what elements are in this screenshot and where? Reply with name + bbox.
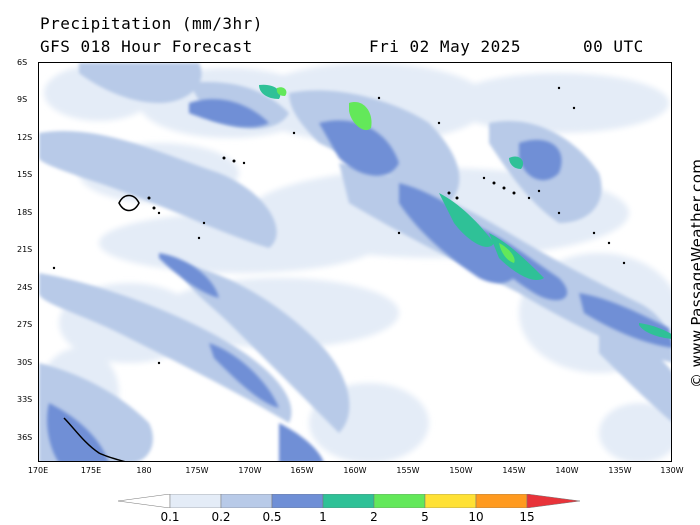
lat-label-18s: 18S xyxy=(17,208,33,217)
forecast-time: 00 UTC xyxy=(583,37,644,56)
lon-label-130w: 130W xyxy=(660,466,684,475)
lon-label-155w: 155W xyxy=(396,466,420,475)
lat-label-15s: 15S xyxy=(17,170,33,179)
lon-label-160w: 160W xyxy=(343,466,367,475)
island-outlines xyxy=(52,86,626,461)
precipitation-map xyxy=(38,62,672,462)
lat-label-24s: 24S xyxy=(17,283,33,292)
forecast-date: Fri 02 May 2025 xyxy=(369,37,521,56)
lon-label-175w: 175W xyxy=(185,466,209,475)
lon-label-170w: 170W xyxy=(238,466,262,475)
lon-label-175e: 175E xyxy=(80,466,102,475)
precip-green-areas xyxy=(276,87,515,263)
lon-label-150w: 150W xyxy=(449,466,473,475)
lat-label-33s: 33S xyxy=(17,395,33,404)
legend-label-3: 1 xyxy=(319,510,327,524)
legend-label-1: 0.2 xyxy=(211,510,231,524)
legend-swatch-5 xyxy=(373,494,426,508)
precip-teal-areas xyxy=(259,84,671,339)
forecast-subtitle: GFS 018 Hour Forecast xyxy=(40,37,253,56)
legend-swatch-1 xyxy=(169,494,222,508)
lon-label-135w: 135W xyxy=(608,466,632,475)
lat-label-27s: 27S xyxy=(17,320,33,329)
lat-label-6s: 6S xyxy=(17,58,28,67)
lon-label-180: 180 xyxy=(136,466,152,475)
legend-swatch-8 xyxy=(526,494,581,508)
lat-label-36s: 36S xyxy=(17,433,33,442)
legend-swatch-2 xyxy=(220,494,273,508)
legend-swatch-0 xyxy=(118,494,171,508)
precipitation-field xyxy=(39,63,671,461)
lon-label-165w: 165W xyxy=(290,466,314,475)
lat-label-9s: 9S xyxy=(17,95,28,104)
lon-label-170e: 170E xyxy=(27,466,49,475)
legend-swatch-7 xyxy=(475,494,528,508)
legend-label-0: 0.1 xyxy=(160,510,180,524)
legend-swatch-3 xyxy=(271,494,324,508)
legend-swatch-4 xyxy=(322,494,375,508)
lon-label-140w: 140W xyxy=(555,466,579,475)
lat-label-12s: 12S xyxy=(17,133,33,142)
lat-label-21s: 21S xyxy=(17,245,33,254)
legend-swatch-6 xyxy=(424,494,477,508)
legend-label-6: 10 xyxy=(468,510,484,524)
precipitation-legend xyxy=(118,494,581,508)
legend-label-4: 2 xyxy=(370,510,378,524)
site-credit: © www.PassageWeather.com xyxy=(688,158,700,388)
lat-label-30s: 30S xyxy=(17,358,33,367)
legend-label-7: 15 xyxy=(519,510,535,524)
map-title: Precipitation (mm/3hr) xyxy=(40,14,263,33)
lon-label-145w: 145W xyxy=(502,466,526,475)
legend-label-5: 5 xyxy=(421,510,429,524)
legend-label-2: 0.5 xyxy=(262,510,282,524)
